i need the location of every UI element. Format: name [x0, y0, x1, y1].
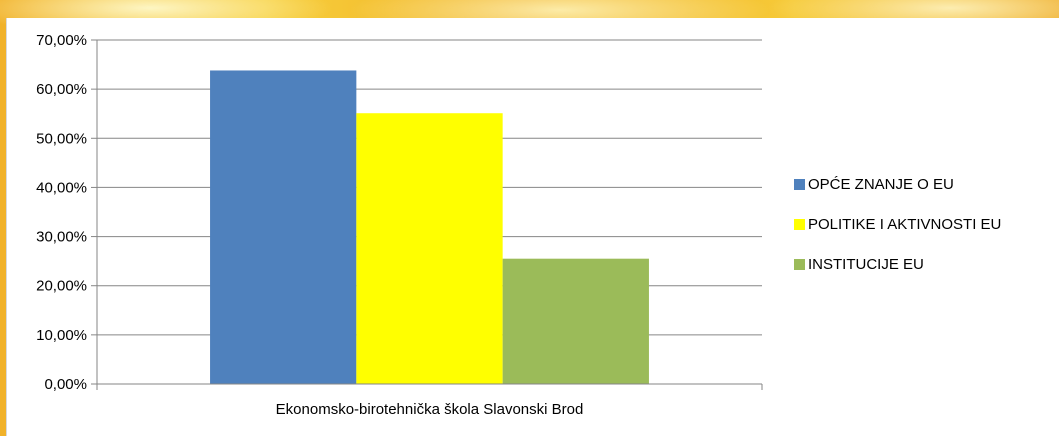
- bars: [210, 70, 649, 385]
- bar-3: [502, 258, 649, 384]
- x-tick-label: Ekonomsko-birotehnička škola Slavonski B…: [276, 401, 584, 418]
- y-tick-label: 40,00%: [36, 179, 87, 196]
- y-tick-label: 0,00%: [44, 376, 87, 393]
- bar-1: [210, 70, 357, 384]
- y-tick-label: 20,00%: [36, 278, 87, 295]
- x-axis-tick-labels: Ekonomsko-birotehnička škola Slavonski B…: [276, 401, 584, 418]
- y-tick-label: 70,00%: [36, 32, 87, 49]
- y-tick-label: 10,00%: [36, 327, 87, 344]
- y-tick-label: 50,00%: [36, 130, 87, 147]
- bar-chart: 0,00% 10,00% 20,00% 30,00% 40,00% 50,00% 60,00…: [36, 32, 1001, 418]
- axes: [96, 40, 763, 390]
- y-tick-label: 30,00%: [36, 229, 87, 246]
- legend-label-3: INSTITUCIJE EU: [808, 256, 924, 273]
- legend-swatch-3: [794, 259, 805, 270]
- legend-label-1: OPĆE ZNANJE O EU: [808, 176, 954, 193]
- y-tick-label: 60,00%: [36, 81, 87, 98]
- y-axis-tick-labels: 0,00% 10,00% 20,00% 30,00% 40,00% 50,00% 60,00…: [36, 32, 87, 393]
- legend: OPĆE ZNANJE O EU POLITIKE I AKTIVNOSTI EU…: [794, 176, 1001, 273]
- bar-2: [356, 113, 503, 385]
- legend-swatch-2: [794, 219, 805, 230]
- chart-panel: 0,00% 10,00% 20,00% 30,00% 40,00% 50,00% 60,00…: [6, 18, 1059, 436]
- legend-swatch-1: [794, 179, 805, 190]
- legend-label-2: POLITIKE I AKTIVNOSTI EU: [808, 216, 1001, 233]
